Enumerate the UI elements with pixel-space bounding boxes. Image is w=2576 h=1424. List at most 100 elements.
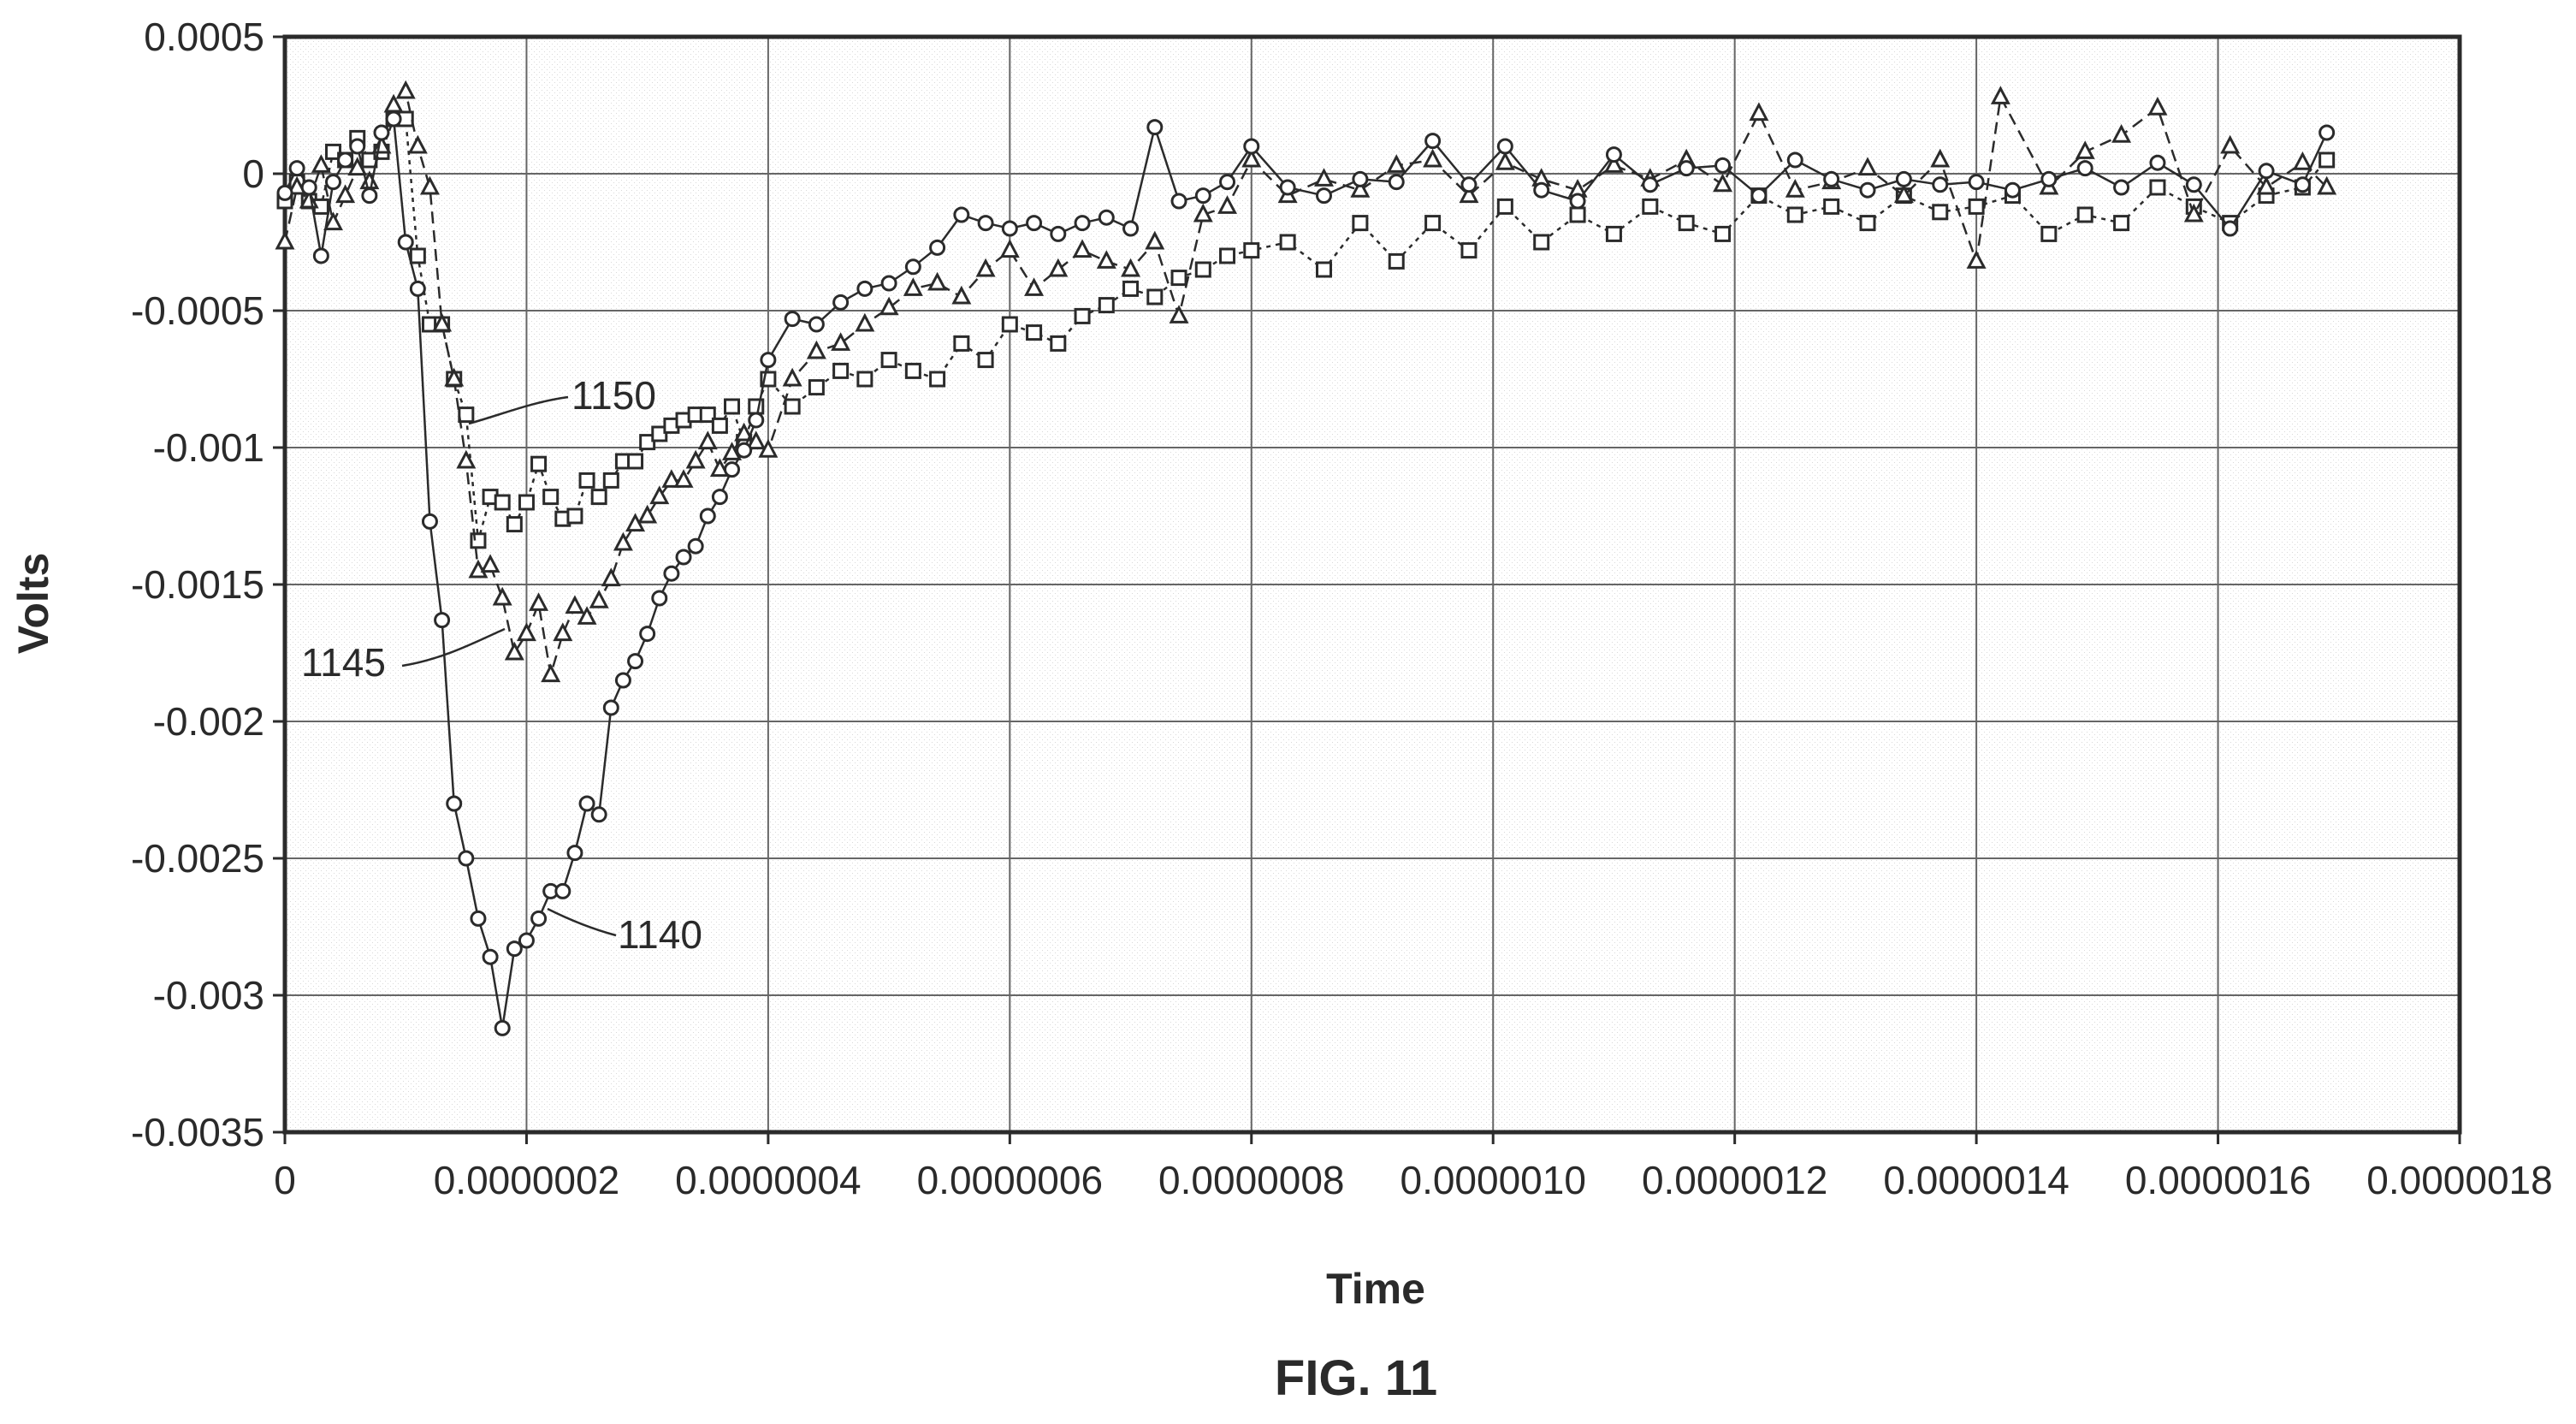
series-1150-point	[627, 453, 644, 470]
annotation-leader	[468, 395, 569, 425]
series-1140-point	[385, 110, 402, 128]
annotation-label-1150: 1150	[571, 373, 656, 418]
series-1140	[276, 110, 2336, 1036]
series-1140-point	[458, 850, 475, 867]
series-1150-point	[1170, 270, 1187, 287]
series-1150-point	[651, 425, 668, 442]
series-1140-point	[760, 352, 777, 369]
series-1140-point	[1932, 176, 1949, 193]
series-1140-point	[1243, 138, 1260, 155]
y-tick-label: 0.0005	[144, 15, 264, 59]
series-1150-point	[1496, 198, 1513, 215]
series-1150-point	[832, 362, 850, 379]
annotation-leader	[401, 627, 506, 668]
series-1145-point	[553, 622, 573, 642]
series-1140-point	[554, 882, 571, 899]
series-1140-point	[2149, 154, 2166, 171]
series-1145-point	[637, 504, 658, 524]
series-1145-point	[1857, 157, 1878, 176]
series-1145-point	[1713, 173, 1733, 193]
y-tick-label: -0.002	[153, 699, 264, 744]
x-axis-title: Time	[1326, 1265, 1425, 1313]
series-1140-point	[1388, 174, 1405, 191]
series-1150-point	[724, 398, 741, 415]
series-1140-point	[880, 275, 897, 292]
x-tick-label: 0.0000008	[1158, 1158, 1344, 1202]
series-1140-point	[506, 940, 523, 958]
series-1140-point	[1122, 220, 1140, 237]
series-1140-point	[2076, 160, 2093, 177]
series-1140-point	[518, 932, 535, 949]
series-1145-point	[782, 367, 802, 387]
series-1140-point	[856, 280, 873, 297]
series-1140-point	[590, 806, 607, 823]
series-1145-point	[999, 239, 1020, 258]
series-1145-point	[456, 449, 477, 469]
series-1145-point	[1241, 148, 1262, 168]
series-1150-point	[590, 489, 607, 506]
series-1140-point	[1352, 170, 1369, 187]
series-1140-point	[724, 461, 741, 478]
series-1145-point	[734, 422, 755, 442]
series-1140-point	[276, 184, 293, 201]
series-1145-point	[1072, 239, 1093, 258]
series-1145-point	[1169, 305, 1189, 323]
series-1145-point	[468, 559, 489, 578]
series-1145-point	[1930, 148, 1951, 168]
series-1140-point	[1642, 176, 1659, 193]
series-1145-point	[806, 340, 826, 359]
series-1145-point	[1096, 250, 1116, 269]
series-1140-point	[2318, 124, 2336, 141]
series-1140-point	[904, 258, 921, 276]
series-1150-point	[324, 143, 341, 160]
series-1150-point	[1074, 307, 1091, 324]
series-1150-point	[1243, 242, 1260, 259]
series-1140-point	[482, 948, 499, 965]
series-1140-point	[1074, 215, 1091, 232]
annotation-label-1145: 1145	[301, 640, 386, 685]
y-tick-label: -0.001	[153, 425, 264, 470]
x-tick-label: 0.0000010	[1400, 1158, 1585, 1202]
series-1140-point	[1823, 170, 1840, 187]
series-1145-point	[492, 586, 512, 606]
annotations: 1140 1145 1150	[301, 373, 702, 957]
series-1145-point	[927, 271, 948, 291]
series-1140-point	[1786, 151, 1803, 169]
series-1140-point	[337, 151, 354, 169]
series-1150-point	[1642, 198, 1659, 215]
annotation-leader	[547, 907, 617, 937]
series-1145-point	[1459, 184, 1479, 204]
series-1150-point	[1146, 288, 1164, 306]
series-1140-point	[421, 513, 438, 530]
series-1150-point	[530, 455, 548, 472]
series-1145-point	[1893, 184, 1914, 204]
series-1145-point	[697, 430, 718, 450]
series-1150-point	[1050, 335, 1067, 352]
series-1150-point	[1569, 206, 1586, 223]
series-1150-point	[1122, 280, 1140, 297]
series-1140-point	[1098, 209, 1115, 226]
series-1150-point	[1352, 215, 1369, 232]
y-tick-label: -0.003	[153, 973, 264, 1018]
series-1145-point	[661, 469, 682, 488]
series-1140-point	[953, 206, 970, 223]
x-tick-label: 0.0000018	[2366, 1158, 2552, 1202]
series-1145-point	[516, 622, 536, 642]
series-1145-point	[2183, 203, 2204, 222]
x-tick-label: 0.0000002	[434, 1158, 619, 1202]
series-1150-point	[1823, 198, 1840, 215]
series-1150-point	[1605, 225, 1622, 242]
series-1150-point	[699, 406, 716, 424]
series-1140-point	[349, 138, 366, 155]
series-1145-point	[407, 134, 428, 154]
series-1150-point	[1968, 198, 1985, 215]
series-1150-point	[1194, 261, 1211, 278]
series-1140-point	[1968, 174, 1985, 191]
series-1140-point	[2185, 176, 2202, 193]
series-1140-point	[409, 280, 426, 297]
series-1140-point	[2222, 220, 2239, 237]
series-1140-point	[312, 247, 329, 264]
series-1145-point	[335, 184, 356, 204]
series-1145-point	[480, 554, 500, 573]
series-1145-point	[2111, 123, 2132, 143]
